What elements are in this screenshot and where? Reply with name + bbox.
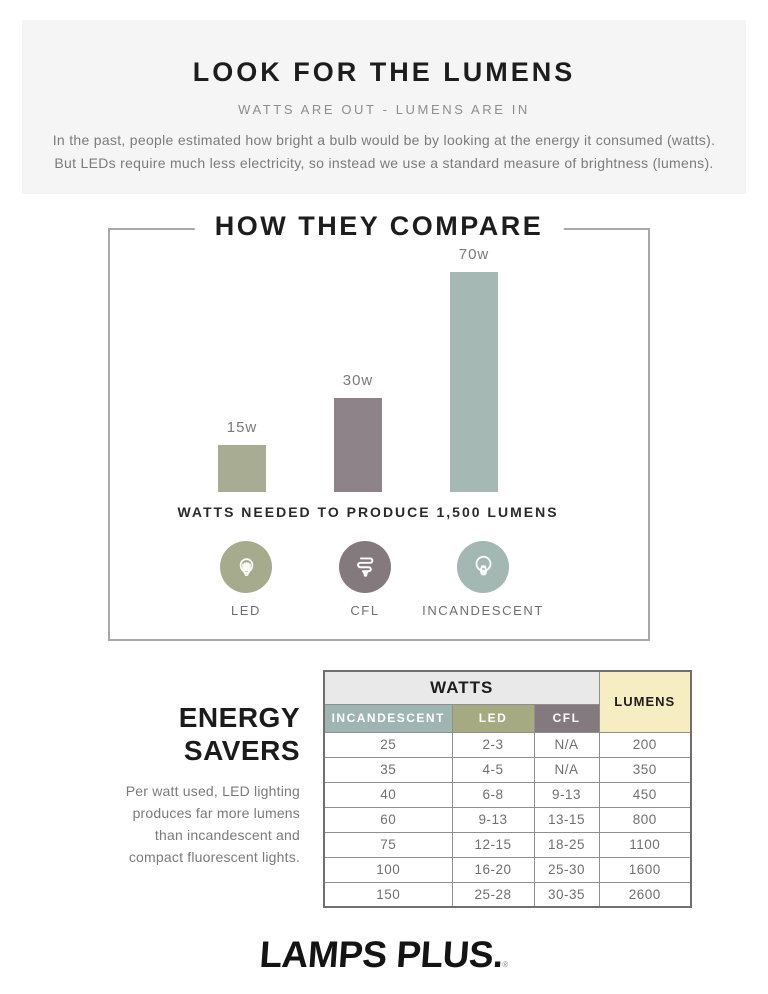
- chart-caption: WATTS NEEDED TO PRODUCE 1,500 LUMENS: [177, 504, 559, 520]
- registered-mark: ®: [501, 960, 508, 969]
- table-row: 40 6-8 9-13 450: [323, 781, 692, 808]
- header-section: LOOK FOR THE LUMENS WATTS ARE OUT - LUME…: [22, 20, 746, 194]
- cell: 12-15: [451, 831, 535, 858]
- cell: 9-13: [451, 806, 535, 833]
- energy-savers-heading: ENERGY SAVERS: [40, 701, 300, 767]
- cell: 16-20: [451, 856, 535, 883]
- bar-incandescent: [450, 272, 498, 492]
- intro-line: But LEDs require much less electricity, …: [54, 155, 714, 171]
- cell: 2600: [598, 881, 692, 908]
- table-row: 35 4-5 N/A 350: [323, 756, 692, 783]
- energy-savers-text-line: produces far more lumens: [132, 805, 300, 821]
- incandescent-bulb-badge: [457, 541, 509, 593]
- cell: 9-13: [533, 781, 600, 808]
- cell: 30-35: [533, 881, 600, 908]
- column-header-cfl: CFL: [533, 703, 600, 733]
- bar-group-led: 15w: [218, 419, 266, 492]
- compare-title: HOW THEY COMPARE: [194, 211, 564, 242]
- energy-savers-heading-line: SAVERS: [183, 735, 300, 766]
- bar-value-label: 30w: [342, 372, 374, 389]
- energy-savers-text: Per watt used, LED lighting produces far…: [40, 780, 300, 868]
- bar-value-label: 15w: [226, 419, 258, 436]
- cell: 25-28: [451, 881, 535, 908]
- column-header-incandescent: INCANDESCENT: [323, 703, 453, 733]
- cell: 100: [323, 856, 453, 883]
- page-subtitle: WATTS ARE OUT - LUMENS ARE IN: [238, 102, 530, 117]
- compare-section: HOW THEY COMPARE 15w 30w 70w WATTS NEEDE…: [108, 211, 650, 641]
- incandescent-bulb-icon: [475, 555, 491, 575]
- bulb-legend-led: LED: [166, 541, 326, 618]
- cell: 450: [598, 781, 692, 808]
- table-row: 150 25-28 30-35 2600: [323, 881, 692, 908]
- lamps-plus-logo: LAMPS PLUS.®: [0, 934, 768, 976]
- cell: N/A: [533, 731, 600, 758]
- cell: 150: [323, 881, 453, 908]
- led-bulb-icon: [239, 557, 253, 576]
- cell: 40: [323, 781, 453, 808]
- cell: 25: [323, 731, 453, 758]
- cell: 350: [598, 756, 692, 783]
- table-group-header-row: WATTS LUMENS: [323, 670, 692, 733]
- cell: 4-5: [451, 756, 535, 783]
- bar-led: [218, 445, 266, 492]
- table-row: 100 16-20 25-30 1600: [323, 856, 692, 883]
- page-title: LOOK FOR THE LUMENS: [192, 57, 576, 87]
- bar-chart: 15w 30w 70w: [89, 246, 627, 492]
- bulb-label-incandescent: INCANDESCENT: [422, 603, 544, 618]
- logo-text: LAMPS PLUS.: [258, 934, 505, 975]
- energy-savers-text-line: compact fluorescent lights.: [128, 849, 300, 865]
- cell: 75: [323, 831, 453, 858]
- intro-line: In the past, people estimated how bright…: [52, 132, 716, 148]
- energy-savers-heading-line: ENERGY: [178, 702, 300, 733]
- table-row: 25 2-3 N/A 200: [323, 731, 692, 758]
- bulb-label-led: LED: [230, 603, 262, 618]
- table-subheader-row: INCANDESCENT LED CFL: [323, 703, 691, 733]
- cell: 200: [598, 731, 692, 758]
- bulb-legend-cfl: CFL: [285, 541, 445, 618]
- bar-cfl: [334, 398, 382, 492]
- bulb-label-cfl: CFL: [350, 603, 380, 618]
- table-row: 60 9-13 13-15 800: [323, 806, 692, 833]
- cell: 13-15: [533, 806, 600, 833]
- energy-savers-text-line: Per watt used, LED lighting: [125, 783, 300, 799]
- column-header-led: LED: [451, 703, 535, 733]
- energy-savers-text-line: than incandescent and: [154, 827, 300, 843]
- cell: 1100: [598, 831, 692, 858]
- cell: 6-8: [451, 781, 535, 808]
- lumens-table: WATTS LUMENS INCANDESCENT LED CFL 25 2-3 N…: [323, 670, 692, 908]
- cell: 60: [323, 806, 453, 833]
- bar-group-incandescent: 70w: [450, 246, 498, 492]
- cell: 25-30: [533, 856, 600, 883]
- cell: 18-25: [533, 831, 600, 858]
- lumens-header: LUMENS: [598, 670, 692, 733]
- table-row: 75 12-15 18-25 1100: [323, 831, 692, 858]
- led-bulb-badge: [220, 541, 272, 593]
- cfl-bulb-icon: [356, 556, 373, 577]
- bar-value-label: 70w: [458, 246, 490, 263]
- watts-header: WATTS: [323, 670, 600, 705]
- cell: N/A: [533, 756, 600, 783]
- energy-savers-section: ENERGY SAVERS Per watt used, LED lightin…: [40, 701, 300, 868]
- bar-group-cfl: 30w: [334, 372, 382, 492]
- cell: 800: [598, 806, 692, 833]
- cell: 1600: [598, 856, 692, 883]
- bulb-legend-incandescent: INCANDESCENT: [403, 541, 563, 618]
- cfl-bulb-badge: [339, 541, 391, 593]
- cell: 2-3: [451, 731, 535, 758]
- cell: 35: [323, 756, 453, 783]
